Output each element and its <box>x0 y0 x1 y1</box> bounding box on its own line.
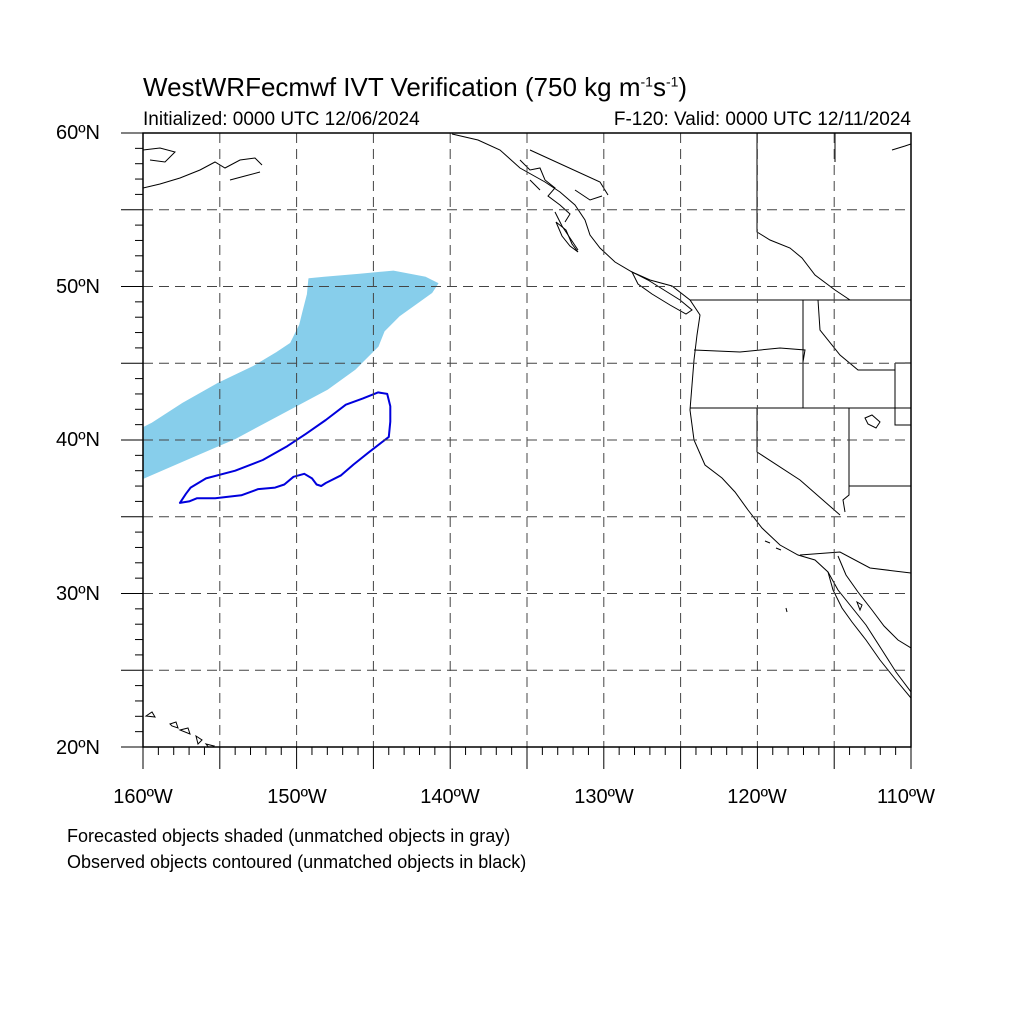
lon-label-160w: 160ºW <box>113 786 173 808</box>
lat-label-20: 20ºN <box>56 737 100 759</box>
title-exponent-2: -1 <box>665 73 679 90</box>
border-id <box>802 299 895 408</box>
lon-label-120w: 120ºW <box>727 786 787 808</box>
island-vancouver <box>630 270 693 315</box>
islands-alaska-panhandle <box>519 159 603 251</box>
title-text: WestWRFecmwf IVT Verification (750 kg m <box>143 72 641 102</box>
lat-label-60: 60ºN <box>56 122 100 144</box>
border-us-mexico <box>799 551 911 574</box>
lon-label-110w: 110ºW <box>876 786 936 808</box>
coastline-north-america <box>451 133 911 693</box>
coastline-alaska-east <box>891 143 911 151</box>
lake-salton <box>856 600 863 612</box>
valid-time-label: F-120: Valid: 0000 UTC 12/11/2024 <box>613 109 911 130</box>
title-mid: s <box>652 72 666 102</box>
border-wy <box>894 362 911 426</box>
islands-channel <box>764 540 788 613</box>
border-alaska-canada <box>529 149 609 196</box>
title-end: ) <box>678 72 688 102</box>
border-ca-nv <box>756 408 841 516</box>
title-exponent-1: -1 <box>640 73 653 90</box>
coastline-alaska-west <box>143 147 263 189</box>
islands-hawaii <box>144 711 216 747</box>
init-time-label: Initialized: 0000 UTC 12/06/2024 <box>143 109 420 130</box>
lat-label-30: 30ºN <box>56 583 100 605</box>
island-haida-gwaii <box>555 221 579 253</box>
lon-label-130w: 130ºW <box>574 786 634 808</box>
coastline-baja <box>837 555 911 649</box>
footnote-forecast: Forecasted objects shaded (unmatched obj… <box>67 826 511 846</box>
lon-label-140w: 140ºW <box>420 786 480 808</box>
lat-label-40: 40ºN <box>56 429 100 451</box>
border-wa-or <box>693 347 806 363</box>
border-nv-az <box>842 408 850 513</box>
forecast-object-shaded <box>143 270 439 479</box>
footnote-observed: Observed objects contoured (unmatched ob… <box>67 852 527 872</box>
border-canada-provinces <box>756 133 851 301</box>
lake-great-salt <box>864 414 881 429</box>
chart-title: WestWRFecmwf IVT Verification (750 kg m-… <box>143 72 687 103</box>
coastline-baja-west <box>827 571 911 699</box>
lat-label-50: 50ºN <box>56 276 100 298</box>
observed-object-contour <box>178 391 392 504</box>
lon-label-150w: 150ºW <box>267 786 327 808</box>
